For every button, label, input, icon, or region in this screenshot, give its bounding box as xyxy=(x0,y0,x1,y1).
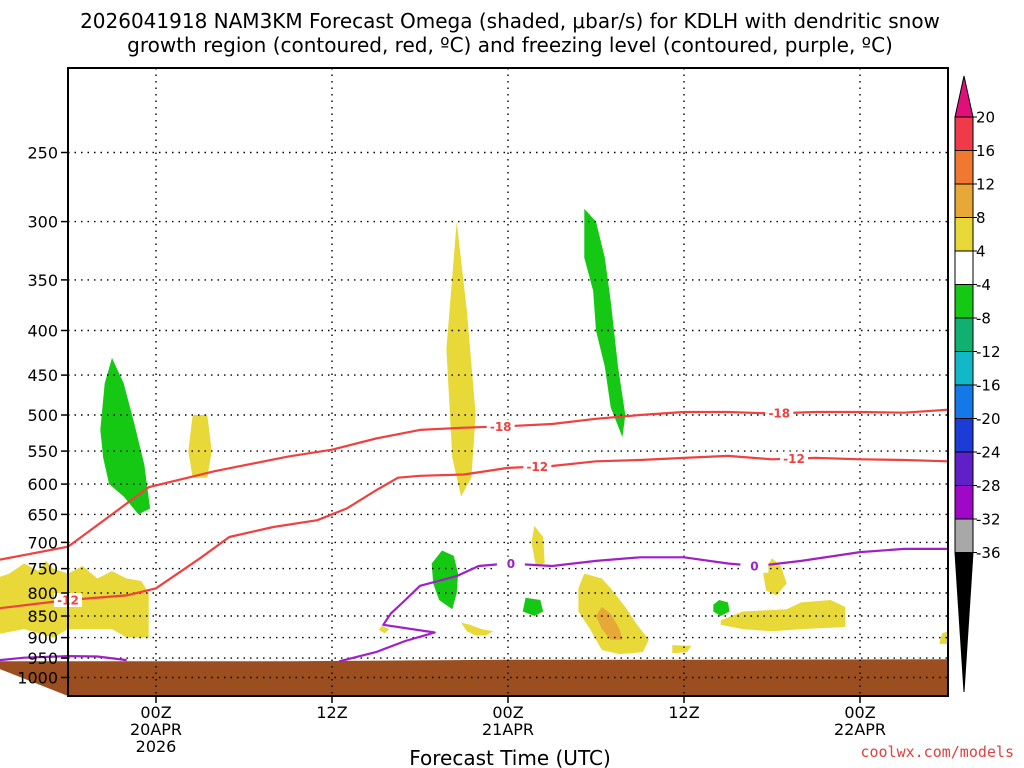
y-tick-label-650: 650 xyxy=(27,505,58,524)
colorbar-label-11: -28 xyxy=(976,477,1001,495)
omega-region-downdraft-neg-a xyxy=(100,357,151,515)
contour-minus-12 xyxy=(0,454,949,610)
x-tick-label-6-2: 2026 xyxy=(136,737,177,756)
x-tick-label-6-1: 20APR xyxy=(130,720,182,739)
colorbar-label-5: -4 xyxy=(976,276,991,294)
colorbar-label-2: 12 xyxy=(976,176,995,194)
colorbar-label-9: -20 xyxy=(976,410,1001,428)
colorbar-segment-9 xyxy=(954,418,974,453)
contour-label-minus-18-1: -18 xyxy=(768,407,790,421)
colorbar-segment-1 xyxy=(954,150,974,185)
plot-area: -18-18-12-12-120 0 xyxy=(0,67,949,697)
y-tick-label-300: 300 xyxy=(27,213,58,232)
y-axis: 250 300 350 400 450 500 550 600 650 700 750 800 850 9… xyxy=(17,144,68,688)
colorbar-segment-5 xyxy=(954,284,974,319)
y-tick-label-950: 950 xyxy=(27,649,58,668)
y-tick-label-550: 550 xyxy=(27,442,58,461)
colorbar-segment-6 xyxy=(954,317,974,352)
colorbar-label-8: -16 xyxy=(976,377,1001,395)
colorbar-segment-7 xyxy=(954,351,974,386)
omega-region-downdraft-neg-d xyxy=(522,597,544,616)
x-tick-label-42-0: 12Z xyxy=(668,703,699,722)
colorbar-label-7: -12 xyxy=(976,343,1001,361)
contour-label-freezing-0-0: 0 xyxy=(507,557,515,571)
omega-region-updraft-pos-f xyxy=(378,625,390,634)
colorbar-segment-8 xyxy=(954,384,974,419)
x-axis-label: Forecast Time (UTC) xyxy=(409,746,611,768)
terrain xyxy=(0,659,948,696)
watermark: coolwx.com/models xyxy=(860,743,1014,761)
omega-region-updraft-pos-c xyxy=(531,525,545,566)
omega-region-updraft-pos-g xyxy=(763,558,787,596)
y-tick-label-600: 600 xyxy=(27,475,58,494)
y-tick-label-700: 700 xyxy=(27,533,58,552)
colorbar-label-10: -24 xyxy=(976,444,1001,462)
y-tick-label-450: 450 xyxy=(27,366,58,385)
omega-region-updraft-pos-i xyxy=(672,645,692,654)
contour-label-bg xyxy=(486,419,515,434)
y-tick-label-900: 900 xyxy=(27,629,58,648)
colorbar-label-3: 8 xyxy=(976,209,986,227)
contour-label-bg xyxy=(780,451,808,466)
omega-region-updraft-pos-e xyxy=(461,622,494,636)
x-tick-label-18-0: 12Z xyxy=(316,703,347,722)
y-tick-label-500: 500 xyxy=(27,406,58,425)
colorbar-label-13: -36 xyxy=(976,544,1001,562)
omega-region-downdraft-neg-b xyxy=(584,208,626,438)
omega-region-updraft-pos-d xyxy=(578,573,649,655)
x-tick-label-54-1: 22APR xyxy=(834,720,886,739)
contour-label-bg xyxy=(496,556,525,571)
contour-label-minus-18-0: -18 xyxy=(490,420,512,434)
colorbar: 20 16 12 8 4 -4 -8 -12 -16 -20 -24 -28 -32 -36 xyxy=(954,75,1001,693)
colorbar-segment-12 xyxy=(954,518,974,553)
omega-region-updraft-pos-j xyxy=(939,631,948,644)
y-tick-label-250: 250 xyxy=(27,144,58,163)
x-tick-label-54-0: 00Z xyxy=(844,703,875,722)
contour-label-freezing-0-1: 0 xyxy=(750,559,758,573)
contour-label-minus-12-0: -12 xyxy=(526,460,548,474)
colorbar-segment-3 xyxy=(954,217,974,252)
colorbar-segment-10 xyxy=(954,451,974,486)
colorbar-top-arrow xyxy=(954,75,974,118)
omega-region-updraft-pos-a xyxy=(188,415,212,478)
colorbar-label-1: 16 xyxy=(976,142,995,160)
colorbar-label-12: -32 xyxy=(976,511,1001,529)
colorbar-label-6: -8 xyxy=(976,310,991,328)
omega-region-downdraft-neg-e xyxy=(713,600,730,616)
contour-label-bg xyxy=(523,459,552,474)
colorbar-segment-2 xyxy=(954,183,974,218)
colorbar-bottom-arrow xyxy=(954,552,974,693)
contour-label-bg xyxy=(765,406,794,421)
contour-label-minus-12-1: -12 xyxy=(783,452,805,466)
y-tick-label-850: 850 xyxy=(27,607,58,626)
temperature-contours: -18-18-12-12-120 0 xyxy=(0,406,949,663)
y-tick-label-750: 750 xyxy=(27,560,58,579)
y-tick-label-400: 400 xyxy=(27,322,58,341)
pressure-gridlines xyxy=(68,68,948,696)
colorbar-segment-0 xyxy=(954,116,974,151)
chart-title-line-1: 2026041918 NAM3KM Forecast Omega (shaded… xyxy=(80,9,940,33)
colorbar-label-0: 20 xyxy=(976,109,995,127)
y-tick-label-800: 800 xyxy=(27,584,58,603)
colorbar-segment-11 xyxy=(954,485,974,520)
colorbar-segment-4 xyxy=(954,250,974,285)
colorbar-label-4: 4 xyxy=(976,243,986,261)
y-tick-label-350: 350 xyxy=(27,271,58,290)
x-tick-label-6-0: 00Z xyxy=(140,703,171,722)
y-tick-label-1000: 1000 xyxy=(17,669,58,688)
contour-label-bg xyxy=(740,558,769,573)
omega-region-updraft-pos-k xyxy=(596,607,623,640)
x-tick-label-30-0: 00Z xyxy=(492,703,523,722)
chart-title-line-2: growth region (contoured, red, ºC) and f… xyxy=(127,33,893,57)
x-tick-label-30-1: 21APR xyxy=(482,720,534,739)
